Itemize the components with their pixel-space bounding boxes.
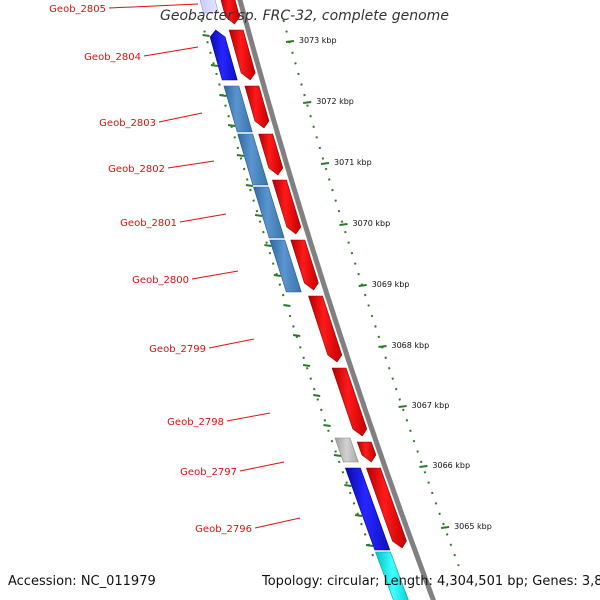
gene-geob-2795[interactable] [375, 551, 411, 600]
gene-forward-7[interactable] [308, 295, 343, 363]
forward-strand-genes [220, 0, 407, 549]
kbp-label: 3067 kbp [412, 401, 450, 410]
gene-forward-2[interactable] [228, 29, 256, 81]
gene-label[interactable]: Geob_2802 [108, 164, 165, 175]
gene-label-leaders [108, 3, 301, 529]
kbp-tick [398, 405, 407, 408]
inner-tick [293, 334, 301, 337]
kbp-label: 3069 kbp [372, 280, 410, 289]
kbp-tick [320, 162, 330, 165]
kbp-tick [378, 345, 387, 348]
gene-label[interactable]: Geob_2805 [49, 4, 106, 15]
inner-tick [227, 124, 236, 127]
gene-geob-2802[interactable] [237, 133, 269, 186]
inner-tick-marks [202, 34, 374, 547]
kbp-tick [285, 40, 295, 43]
kbp-label: 3066 kbp [432, 461, 470, 470]
label-leader [108, 3, 199, 9]
gene-forward-1[interactable] [220, 0, 240, 25]
reverse-strand-genes [198, 0, 411, 600]
kbp-tick [419, 465, 428, 468]
gene-geob-2803[interactable] [223, 85, 253, 133]
kbp-label: 3065 kbp [454, 522, 492, 531]
label-leader [158, 112, 203, 123]
kbp-labels: 3073 kbp 3072 kbp 3071 kbp 3070 kbp 3069… [299, 36, 492, 531]
gene-geob-2800[interactable] [269, 239, 302, 293]
gene-forward-6[interactable] [290, 239, 319, 291]
kbp-label: 3068 kbp [392, 341, 430, 350]
gene-labels: Geob_2805 Geob_2804 Geob_2803 Geob_2802 … [49, 4, 252, 535]
gene-forward-9[interactable] [356, 441, 377, 463]
label-leader [254, 517, 301, 529]
inner-tick [354, 514, 363, 517]
inner-tick [365, 544, 374, 547]
inner-tick [210, 64, 219, 67]
genome-backbone [237, 0, 437, 600]
kbp-label: 3071 kbp [334, 158, 372, 167]
position-rulers [200, 19, 460, 567]
map-title: Geobacter sp. FRC-32, complete genome [160, 8, 449, 24]
inner-tick [333, 454, 342, 457]
gene-label[interactable]: Geob_2796 [195, 524, 252, 535]
gene-forward-10[interactable] [365, 467, 407, 549]
gene-geob-2804[interactable] [209, 29, 238, 81]
inner-tick [245, 184, 254, 187]
kbp-tick [339, 223, 348, 226]
inner-tick [219, 94, 227, 97]
gene-label[interactable]: Geob_2799 [149, 344, 206, 355]
inner-tick [264, 244, 272, 247]
gene-label[interactable]: Geob_2800 [132, 275, 189, 286]
label-leader [167, 160, 215, 169]
gene-label[interactable]: Geob_2803 [99, 118, 156, 129]
label-leader [191, 270, 239, 280]
gene-label[interactable]: Geob_2801 [120, 218, 177, 229]
inner-tick [236, 154, 245, 157]
inner-tick [283, 304, 291, 307]
inner-tick [273, 274, 281, 277]
label-leader [179, 213, 227, 223]
label-leader [226, 412, 271, 422]
gene-label[interactable]: Geob_2804 [84, 52, 141, 63]
kbp-label: 3070 kbp [353, 219, 391, 228]
inner-tick [302, 364, 311, 367]
gene-geob-2797[interactable] [334, 437, 359, 463]
label-leader [239, 461, 285, 472]
gene-geob-2805[interactable] [198, 0, 219, 14]
kbp-tick-marks [285, 40, 450, 529]
gene-geob-2796[interactable] [344, 467, 391, 551]
kbp-tick [358, 284, 367, 287]
label-leader [208, 338, 255, 349]
gene-forward-4[interactable] [258, 133, 284, 176]
gene-geob-2801[interactable] [253, 186, 285, 239]
label-leader [143, 46, 199, 57]
inner-tick [344, 484, 352, 487]
kbp-tick [440, 526, 450, 529]
gene-label[interactable]: Geob_2798 [167, 417, 224, 428]
kbp-tick [303, 101, 312, 104]
topology-summary: Topology: circular; Length: 4,304,501 bp… [262, 574, 600, 589]
accession-text: Accession: NC_011979 [8, 574, 156, 589]
gene-forward-8[interactable] [331, 367, 368, 437]
inner-tick [254, 214, 263, 217]
gene-forward-3[interactable] [244, 85, 270, 129]
inner-tick [202, 34, 210, 37]
kbp-label: 3072 kbp [316, 97, 354, 106]
inner-tick [313, 394, 321, 397]
kbp-label: 3073 kbp [299, 36, 337, 45]
inner-tick [323, 424, 331, 427]
gene-label[interactable]: Geob_2797 [180, 467, 237, 478]
gene-forward-5[interactable] [271, 179, 302, 235]
